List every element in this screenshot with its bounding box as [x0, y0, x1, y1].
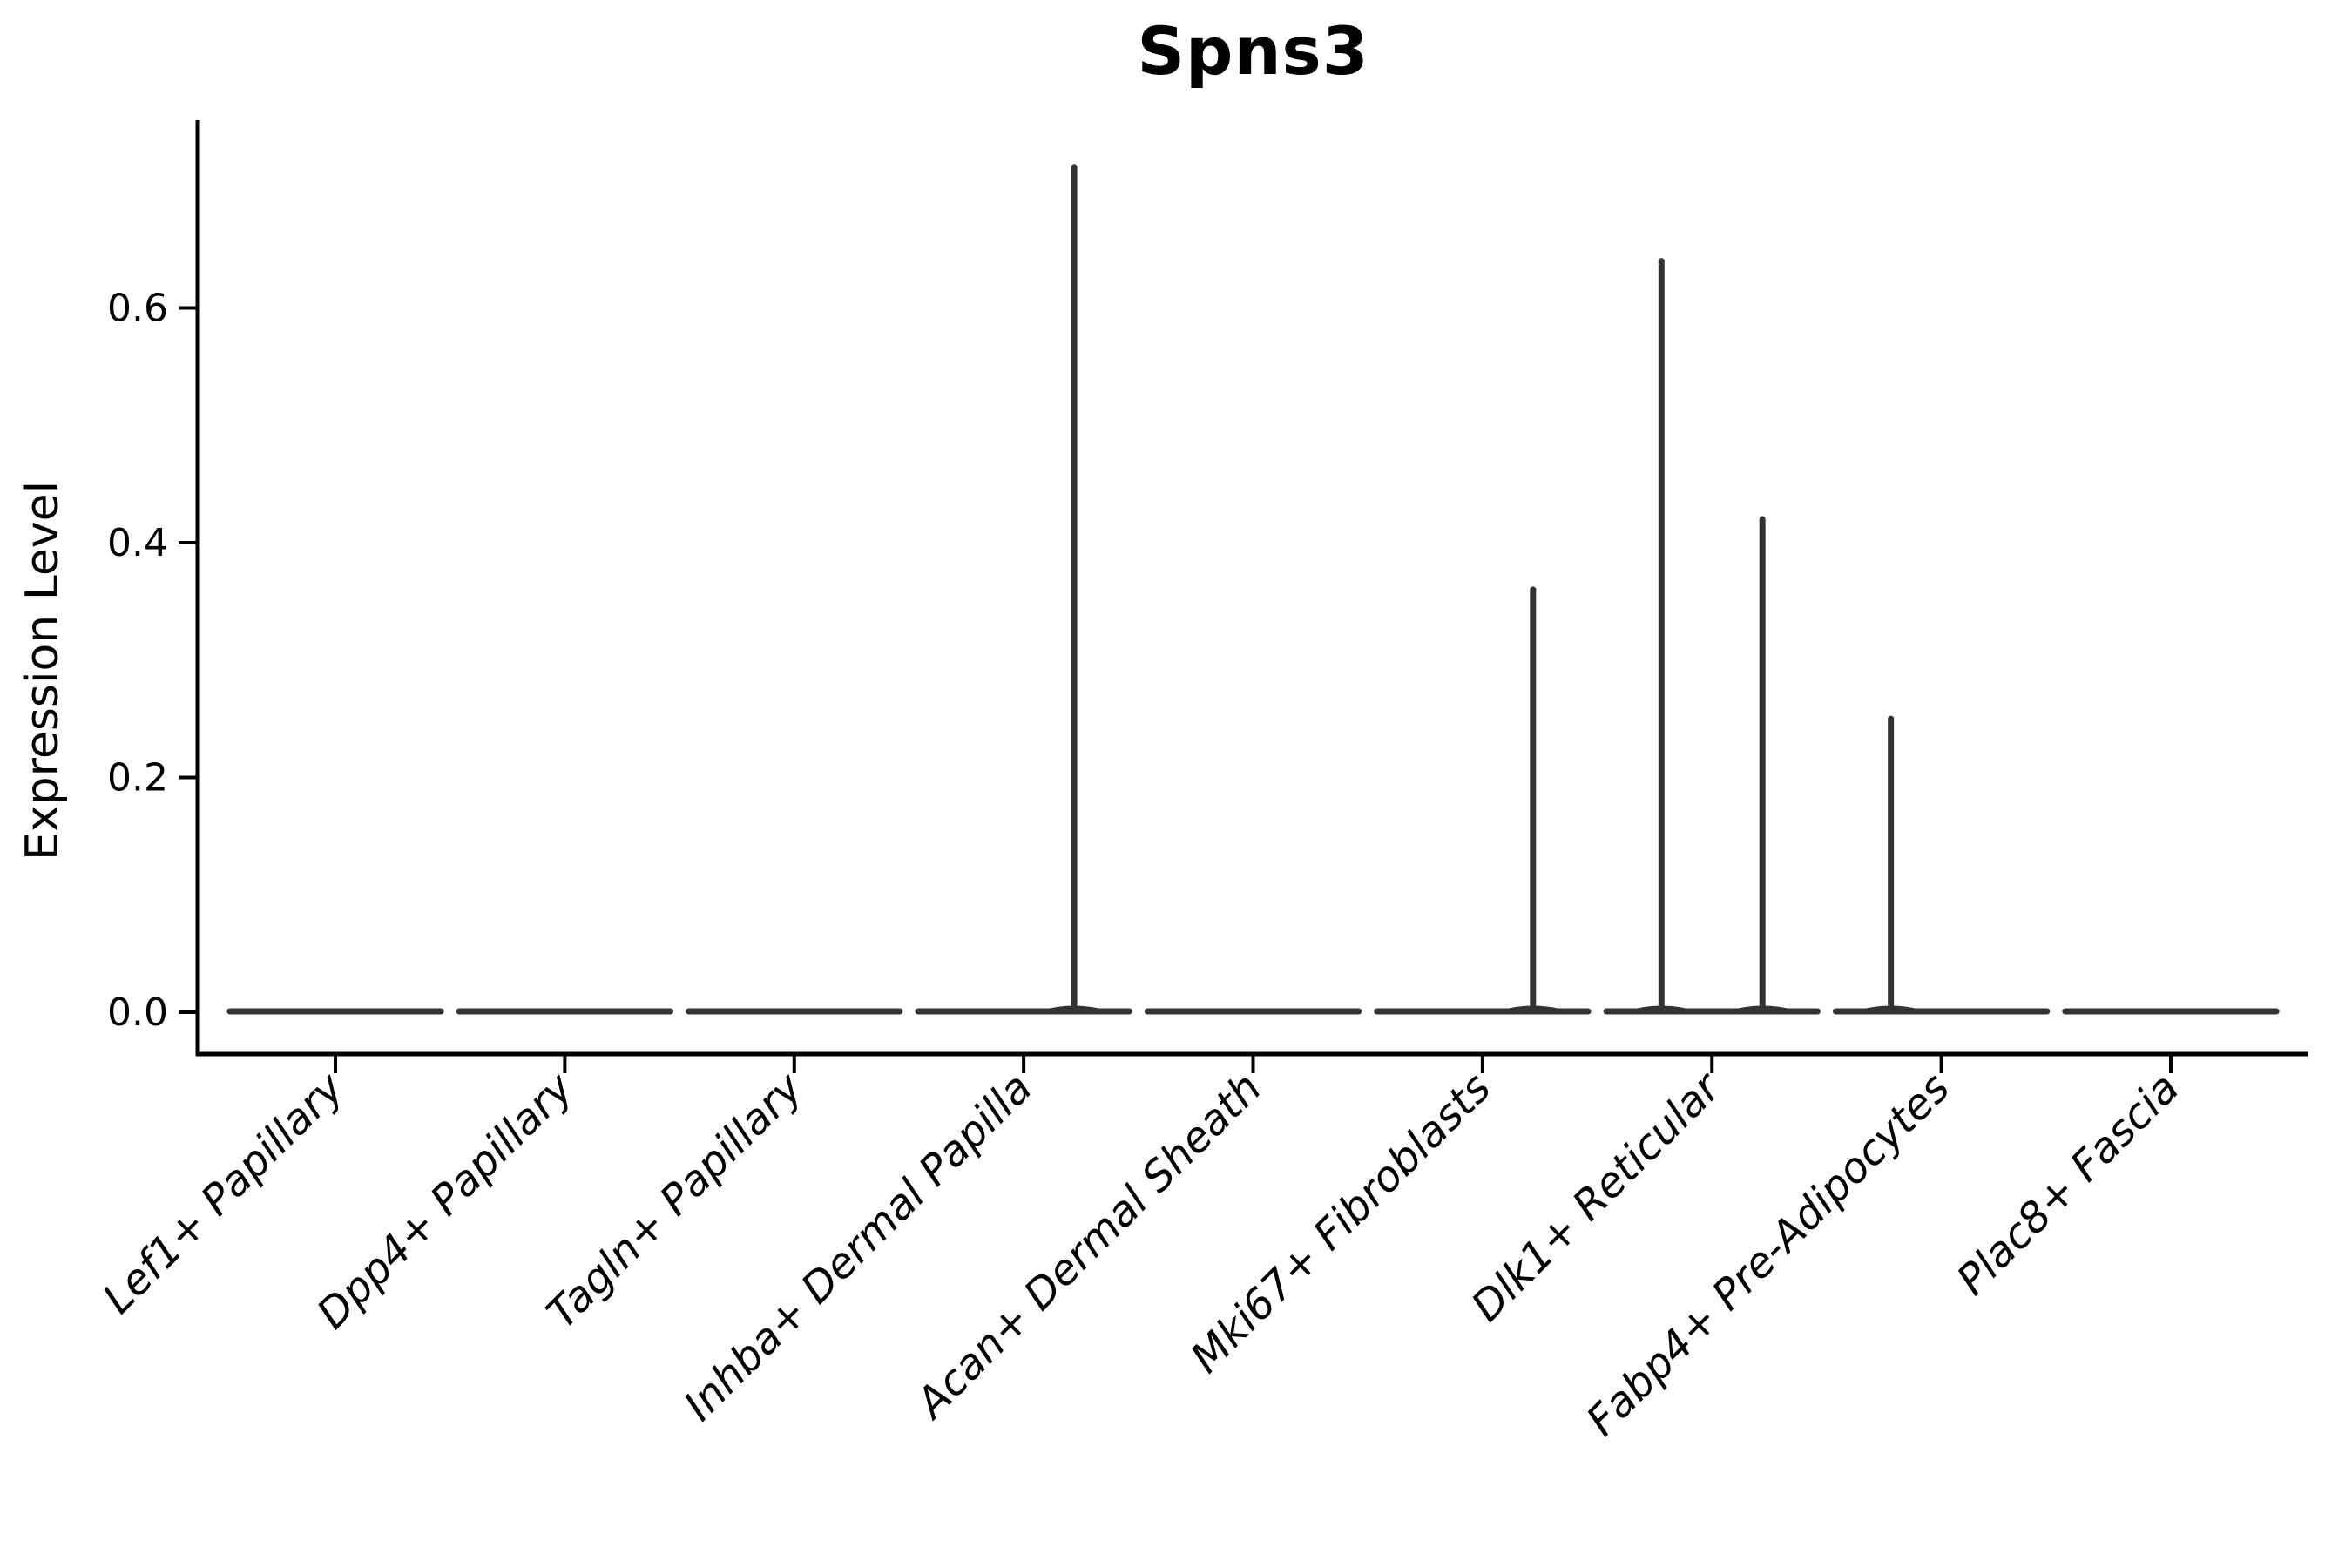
- y-tick-label: 0.4: [107, 521, 168, 565]
- x-tick-label: Fabp4+ Pre-Adipocytes: [1578, 1064, 1960, 1446]
- x-tick-label: Plac8+ Fascia: [1948, 1064, 2189, 1305]
- x-tick-label: Dlk1+ Reticular: [1463, 1062, 1733, 1332]
- plot-title: Spns3: [1137, 12, 1369, 90]
- x-tick-label: Dpp4+ Papillary: [308, 1063, 583, 1338]
- x-tick-label: Tagln+ Papillary: [537, 1063, 813, 1338]
- y-tick-label: 0.0: [107, 990, 168, 1035]
- y-axis-title: Expression Level: [17, 481, 69, 861]
- y-tick-label: 0.2: [107, 756, 168, 801]
- x-tick-label: Lef1+ Papillary: [93, 1063, 354, 1323]
- y-tick-label: 0.6: [107, 287, 168, 331]
